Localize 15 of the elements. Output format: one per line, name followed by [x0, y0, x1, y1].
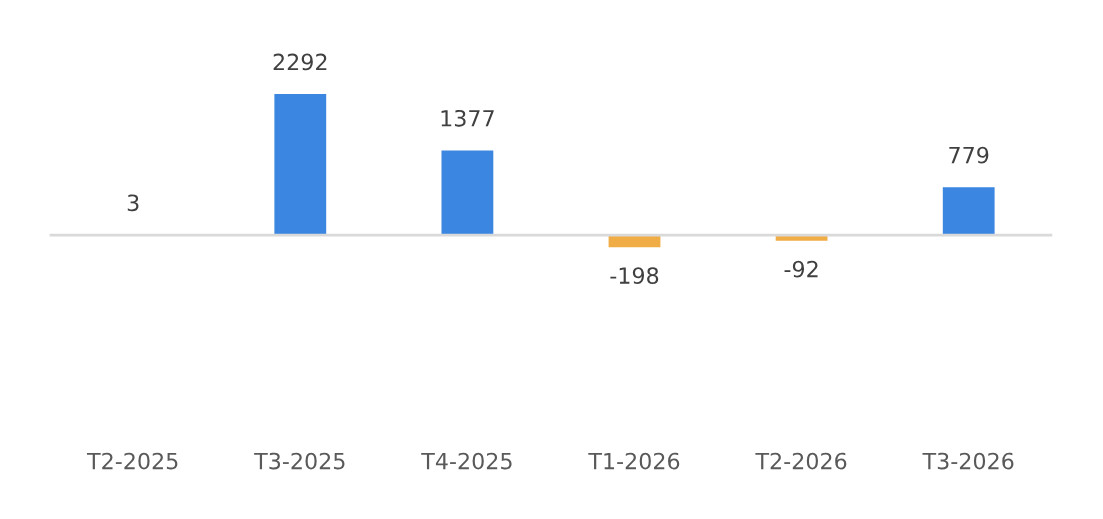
x-tick-label: T2-2025	[86, 452, 178, 470]
data-label: -198	[610, 267, 659, 285]
bar	[942, 187, 995, 236]
data-label: -92	[784, 260, 818, 278]
x-tick-label: T3-2026	[922, 452, 1014, 470]
x-tick-label: T1-2026	[588, 452, 680, 470]
data-label: 1377	[441, 109, 494, 127]
bar	[441, 150, 494, 236]
bar	[274, 94, 327, 236]
data-label: 2292	[273, 53, 327, 71]
x-tick-label: T4-2025	[421, 452, 512, 470]
data-label: 779	[949, 146, 989, 164]
x-tick-label: T3-2025	[254, 452, 345, 470]
x-tick-label: T2-2026	[755, 452, 847, 470]
data-label: 3	[127, 194, 139, 212]
